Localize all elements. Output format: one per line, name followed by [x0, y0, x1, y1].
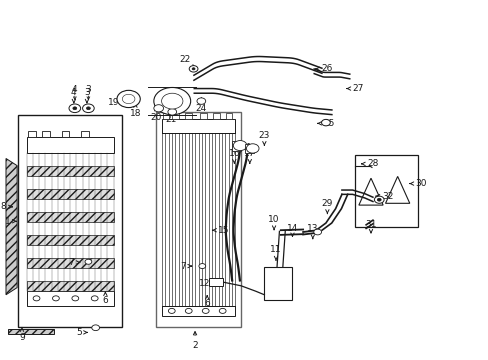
- Circle shape: [161, 93, 183, 109]
- Text: 26: 26: [315, 64, 332, 73]
- Circle shape: [122, 94, 135, 104]
- Bar: [172, 113, 179, 119]
- Bar: [264, 267, 292, 300]
- Bar: [42, 131, 50, 137]
- Text: 24: 24: [195, 98, 206, 113]
- Bar: [208, 278, 223, 286]
- Text: 5: 5: [76, 328, 87, 337]
- Text: 9: 9: [19, 328, 25, 342]
- Text: 25: 25: [317, 119, 334, 128]
- Text: 16: 16: [228, 149, 240, 163]
- Text: 14: 14: [286, 224, 298, 237]
- Bar: [61, 131, 69, 137]
- Bar: [27, 281, 113, 291]
- Polygon shape: [6, 158, 17, 295]
- Bar: [156, 112, 241, 327]
- Text: 32: 32: [375, 192, 392, 201]
- Circle shape: [82, 104, 94, 113]
- Text: 17: 17: [244, 149, 255, 163]
- Polygon shape: [358, 178, 382, 205]
- Text: 22: 22: [180, 55, 194, 68]
- Bar: [200, 113, 206, 119]
- Text: 13: 13: [306, 224, 318, 239]
- Circle shape: [321, 120, 329, 126]
- Circle shape: [219, 309, 225, 314]
- Text: 30: 30: [409, 179, 427, 188]
- Bar: [232, 140, 241, 150]
- Circle shape: [33, 296, 40, 301]
- Bar: [27, 189, 113, 199]
- Circle shape: [374, 196, 383, 203]
- Bar: [27, 166, 113, 176]
- Polygon shape: [8, 329, 54, 334]
- Circle shape: [117, 90, 140, 108]
- Text: 31: 31: [365, 220, 376, 233]
- Circle shape: [85, 259, 92, 264]
- Text: 15: 15: [212, 226, 229, 235]
- Text: 28: 28: [361, 159, 378, 168]
- Circle shape: [168, 309, 175, 314]
- Bar: [27, 212, 113, 222]
- Text: 1: 1: [4, 217, 16, 226]
- Text: 3: 3: [84, 87, 90, 103]
- Circle shape: [197, 98, 205, 104]
- Bar: [185, 113, 192, 119]
- Text: 4: 4: [72, 85, 78, 94]
- Circle shape: [167, 109, 176, 115]
- Circle shape: [86, 107, 90, 110]
- Circle shape: [52, 296, 59, 301]
- Bar: [244, 144, 253, 153]
- Circle shape: [69, 104, 81, 113]
- Bar: [162, 306, 235, 316]
- Text: 18: 18: [129, 103, 141, 118]
- Text: 6: 6: [102, 292, 108, 305]
- Circle shape: [154, 87, 190, 115]
- Circle shape: [192, 68, 195, 70]
- Circle shape: [72, 296, 79, 301]
- Circle shape: [246, 144, 259, 153]
- Text: 23: 23: [258, 131, 269, 145]
- Text: 8: 8: [0, 202, 12, 211]
- Circle shape: [189, 66, 198, 72]
- Circle shape: [91, 296, 98, 301]
- Text: 7: 7: [180, 262, 191, 271]
- Circle shape: [377, 198, 381, 201]
- Text: 21: 21: [165, 109, 176, 123]
- Text: 27: 27: [346, 84, 364, 93]
- Text: 4: 4: [71, 87, 77, 103]
- Bar: [27, 291, 113, 306]
- Text: 10: 10: [268, 215, 279, 230]
- Circle shape: [73, 107, 77, 110]
- Text: 20: 20: [150, 107, 162, 122]
- Bar: [162, 113, 169, 119]
- Bar: [354, 155, 417, 226]
- Circle shape: [154, 105, 163, 112]
- Bar: [225, 113, 232, 119]
- Text: 11: 11: [270, 246, 281, 260]
- Circle shape: [313, 229, 321, 235]
- Bar: [81, 131, 89, 137]
- Circle shape: [92, 325, 100, 330]
- Bar: [27, 235, 113, 245]
- Text: 6: 6: [204, 296, 210, 308]
- Text: 3: 3: [85, 85, 91, 94]
- Text: 2: 2: [192, 332, 198, 350]
- Bar: [213, 113, 219, 119]
- Bar: [27, 137, 113, 153]
- Text: 29: 29: [321, 199, 332, 213]
- Bar: [18, 116, 122, 327]
- Text: 12: 12: [199, 279, 216, 288]
- Circle shape: [202, 309, 209, 314]
- Text: 19: 19: [108, 98, 125, 107]
- Polygon shape: [385, 176, 409, 203]
- Bar: [162, 119, 235, 134]
- Bar: [28, 131, 36, 137]
- Text: 7: 7: [68, 258, 80, 267]
- Circle shape: [185, 309, 192, 314]
- Circle shape: [199, 264, 205, 269]
- Circle shape: [233, 140, 246, 150]
- Bar: [27, 258, 113, 268]
